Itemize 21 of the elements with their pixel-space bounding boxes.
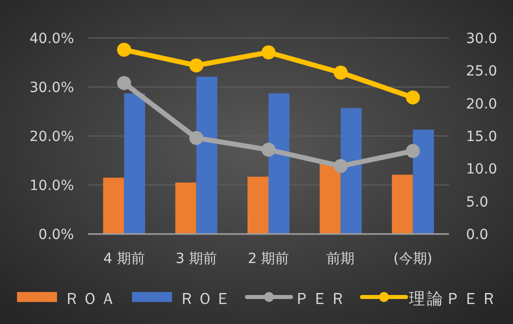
x-tick-label: 4 期前 <box>103 251 145 267</box>
x-tick-label: 3 期前 <box>176 251 217 267</box>
legend-label: ＲＯＡ <box>64 289 118 308</box>
x-tick-label: 前期 <box>326 251 355 267</box>
y-tick-label: 30.0% <box>30 80 74 96</box>
y-tick-label: 40.0% <box>30 31 74 47</box>
legend-label: 理論ＰＥＲ <box>409 289 499 308</box>
x-tick-label: 2 期前 <box>248 251 290 267</box>
y2-tick-label: 5.0 <box>466 194 488 210</box>
legend-label: ＲＯＥ <box>179 289 233 308</box>
y2-tick-label: 30.0 <box>466 31 498 47</box>
y-tick-label: 10.0% <box>30 178 74 194</box>
y-tick-label: 0.0% <box>38 227 74 243</box>
legend-label: ＰＥＲ <box>294 289 348 308</box>
y2-tick-label: 15.0 <box>466 129 498 145</box>
y2-tick-label: 20.0 <box>466 96 498 112</box>
y2-tick-label: 25.0 <box>466 64 498 80</box>
y2-tick-label: 0.0 <box>466 227 488 243</box>
y-tick-label: 20.0% <box>30 129 74 145</box>
y2-tick-label: 10.0 <box>466 162 498 178</box>
x-tick-label: (今期) <box>393 251 432 267</box>
